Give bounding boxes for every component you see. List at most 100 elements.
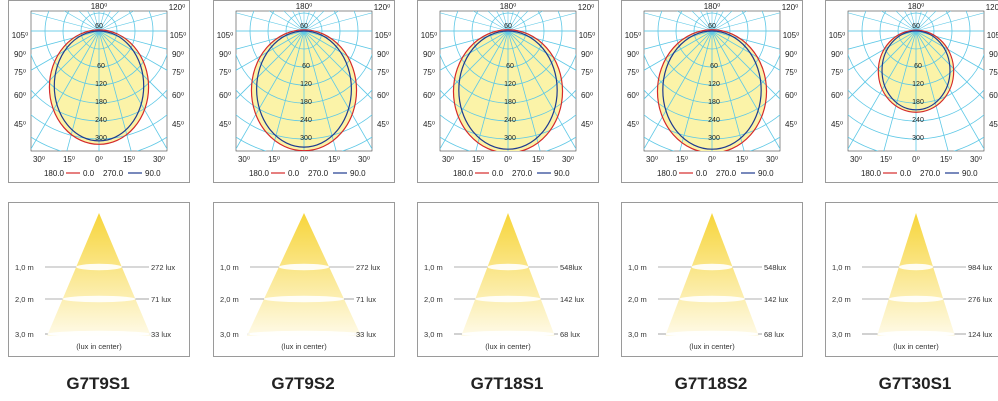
grid-radial [236,30,305,71]
angle-label-left: 45⁰ [219,120,231,129]
angle-label-top: 180⁰ [500,2,517,11]
distance-label: 3,0 m [15,330,34,339]
lux-caption: (lux in center) [689,342,735,351]
radial-value-label: 60 [708,23,716,30]
angle-label-left: 75⁰ [14,68,26,77]
illuminance-spot [877,330,955,338]
angle-label-bottom: 0⁰ [708,155,716,164]
curve-c0 [452,29,564,151]
polar-grid [440,11,576,151]
angle-label-left: 90⁰ [219,50,231,59]
polar-diagram: 60 60 120 180 240 300 180⁰ 120⁰ 105⁰ 90⁰ 75⁰ 60⁰ 45⁰… [625,2,800,178]
illuminance-spot [475,295,541,303]
angle-label-right: 90⁰ [785,50,797,59]
model-name: G7T9S1 [66,374,130,393]
grid-radial [303,30,372,71]
grid-radial [236,30,305,50]
legend-series-b-value: 90.0 [962,169,978,178]
light-beam-cone [665,213,759,336]
angle-label-bottom: 15⁰ [123,155,135,164]
illuminance-cone-diagram: 1,0 m 984 lux 2,0 m 276 lux 3,0 m 124 lux (lux… [832,213,992,351]
illuminance-spot [247,330,361,338]
grid-radial [98,11,135,32]
radial-value-label: 60 [710,63,718,70]
angle-label-right: 105⁰ [579,31,596,40]
model-name: G7T18S2 [674,374,748,393]
angle-label-bottom: 15⁰ [268,155,280,164]
angle-label-right: 75⁰ [989,68,998,77]
lux-value-label: 33 lux [151,330,171,339]
angle-label-right: 75⁰ [581,68,593,77]
grid-radial [98,12,167,32]
angle-label-corner: 120⁰ [578,3,595,12]
legend-series-b: 270.0 [920,169,941,178]
angle-label-left: 75⁰ [831,68,843,77]
angle-label-top: 180⁰ [704,2,721,11]
polar-diagram: 60 60 120 180 240 300 180⁰ 120⁰ 105⁰ 90⁰ 75⁰ 60⁰ 45⁰… [829,2,998,178]
distance-label: 2,0 m [220,295,239,304]
grid-radial [303,30,372,100]
lux-value-label: 71 lux [151,295,171,304]
radial-value-label: 60 [97,63,105,70]
angle-label-bottom: 30⁰ [33,155,45,164]
illuminance-spot [76,263,122,271]
legend-series-a-value: 0.0 [696,169,708,178]
grid-radial [303,11,340,32]
curve-c0 [656,29,768,151]
radial-value-label: 240 [912,117,924,124]
illuminance-cone-diagram: 1,0 m 272 lux 2,0 m 71 lux 3,0 m 33 lux (lux i… [220,213,380,351]
legend-series-b-value: 90.0 [554,169,570,178]
grid-radial [676,11,713,32]
radial-value-label: 180 [95,99,107,106]
illuminance-spot [691,263,733,271]
grid-radial [711,30,780,100]
radial-value-label: 300 [708,135,720,142]
distance-label: 3,0 m [832,330,851,339]
product-column: 60 60 120 180 240 300 180⁰ 120⁰ 105⁰ 90⁰ 75⁰ 60⁰ 45⁰… [621,0,811,401]
radial-value-label: 120 [300,81,312,88]
curve-c90 [53,30,145,142]
angle-label-corner: 120⁰ [374,3,391,12]
radial-value-label: 180 [504,99,516,106]
angle-label-right: 90⁰ [989,50,998,59]
grid-radial [31,30,100,71]
grid-radial [915,30,984,150]
angle-label-right: 45⁰ [172,120,184,129]
polar-diagram-card: 60 60 120 180 240 300 180⁰ 120⁰ 105⁰ 90⁰ 75⁰ 60⁰ 45⁰… [8,0,190,183]
radial-value-label: 60 [912,23,920,30]
distance-label: 1,0 m [628,263,647,272]
grid-radial [440,30,509,71]
angle-label-top: 180⁰ [91,2,108,11]
distance-label: 2,0 m [628,295,647,304]
grid-radial [880,11,917,32]
lux-value-label: 548lux [764,263,786,272]
angle-label-bottom: 30⁰ [238,155,250,164]
angle-label-bottom: 30⁰ [153,155,165,164]
light-beam-cone [47,213,151,336]
angle-label-left: 105⁰ [829,31,846,40]
model-name: G7T30S1 [878,374,952,393]
legend-series-a: 180.0 [861,169,882,178]
distance-label: 2,0 m [424,295,443,304]
angle-label-corner: 120⁰ [986,3,998,12]
grid-radial [711,11,748,32]
illuminance-spot [461,330,555,338]
grid-radial [440,30,509,50]
grid-radial [915,11,952,32]
grid-radial [303,30,372,150]
illuminance-spot [62,295,136,303]
angle-label-bottom: 15⁰ [63,155,75,164]
angle-label-right: 105⁰ [783,31,800,40]
grid-radial [679,30,713,151]
radial-value-label: 60 [302,63,310,70]
lux-value-label: 68 lux [560,330,580,339]
angle-label-left: 105⁰ [625,31,642,40]
illuminance-cone-diagram: 1,0 m 548lux 2,0 m 142 lux 3,0 m 68 lux (lux i… [628,213,788,351]
angle-label-left: 60⁰ [14,91,26,100]
grid-radial [98,30,167,71]
angle-label-corner: 120⁰ [169,3,186,12]
angle-label-bottom: 0⁰ [504,155,512,164]
grid-radial [644,30,713,50]
grid-radial [507,30,576,71]
curve-c90 [881,30,951,111]
